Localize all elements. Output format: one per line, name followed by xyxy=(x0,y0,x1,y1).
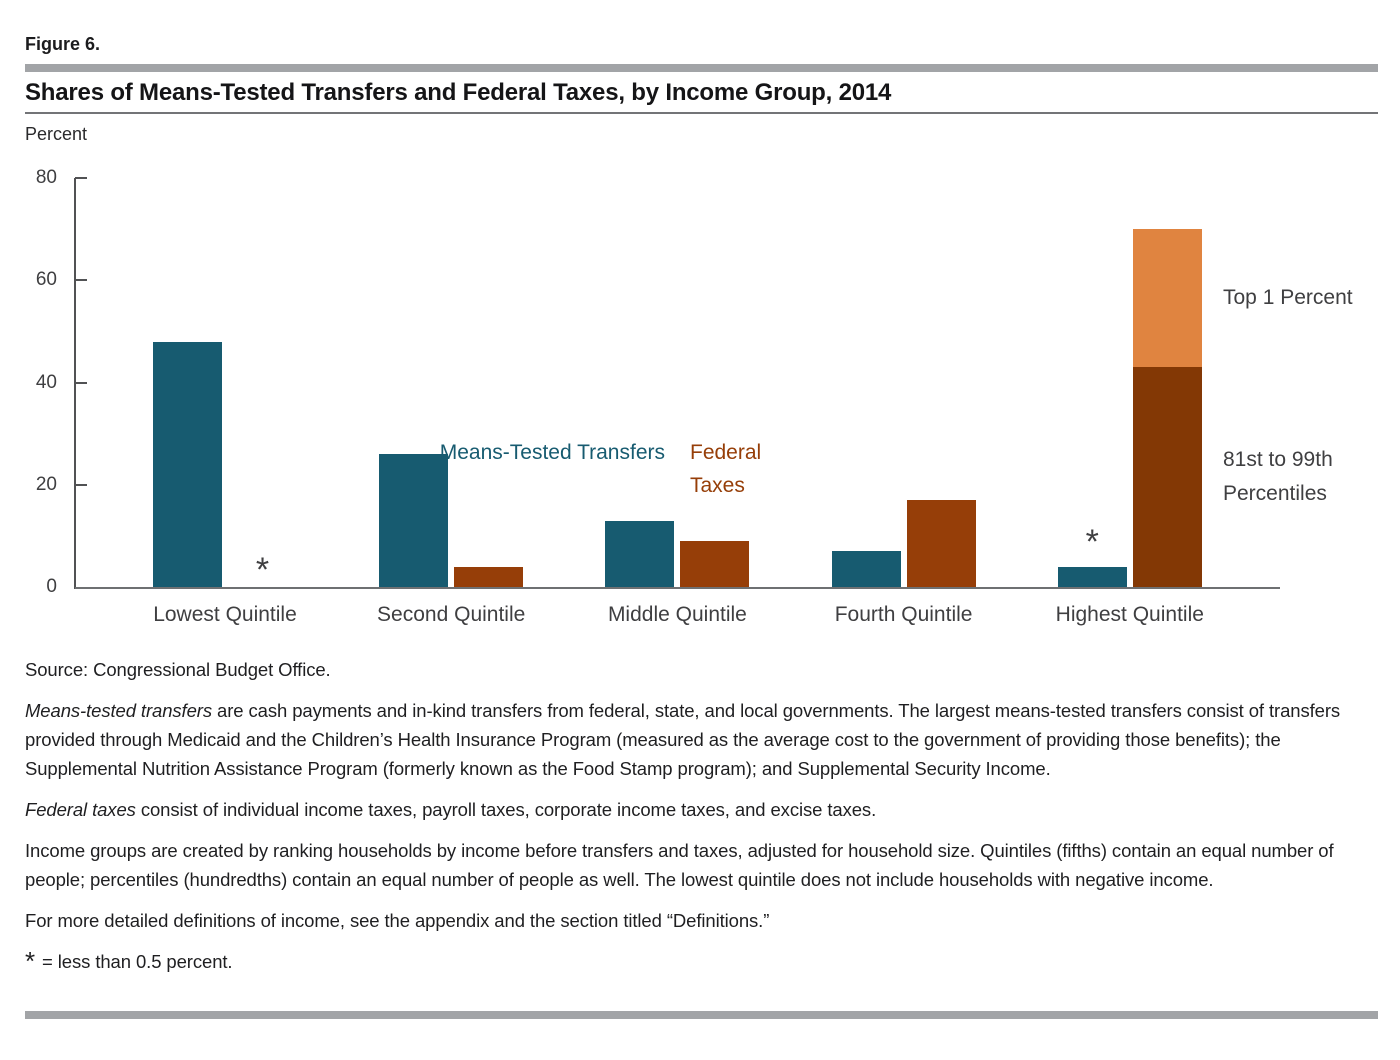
legend-federal-taxes: Federal Taxes xyxy=(690,441,762,497)
category-label-lowest-quintile: Lowest Quintile xyxy=(153,603,297,626)
note-income-groups: Income groups are created by ranking hou… xyxy=(25,840,1334,890)
figure-number-label: Figure 6. xyxy=(25,34,101,54)
title-underline-rule xyxy=(25,112,1378,114)
bar-federal-taxes xyxy=(680,541,750,587)
bar-federal-taxes-segment-81st-to-99th-percentiles xyxy=(1132,367,1202,587)
category-label-middle-quintile: Middle Quintile xyxy=(607,603,747,626)
annotation-top-1-percent: Top 1 Percent xyxy=(1223,286,1353,310)
y-axis-unit-label: Percent xyxy=(25,124,88,144)
note-means-tested-transfers: Means-tested transfers are cash payments… xyxy=(25,700,1341,779)
bar-means-tested-transfers xyxy=(379,454,449,587)
asterisk-note: * = less than 0.5 percent. xyxy=(25,946,233,976)
x-axis-baseline xyxy=(75,587,1280,589)
y-axis-tick-label: 20 xyxy=(35,473,57,495)
bar-federal-taxes xyxy=(454,566,524,587)
chart-plot-area: 0 20 40 60 80 * Lowest Quintile Second Quintile… xyxy=(36,167,1353,626)
source-note: Source: Congressional Budget Office. xyxy=(25,659,331,680)
header-rule xyxy=(25,64,1378,72)
y-axis-tick-mark xyxy=(75,177,87,179)
bar-federal-taxes-segment-top-1-percent xyxy=(1132,229,1202,368)
y-axis-tick-label: 60 xyxy=(35,269,57,291)
bar-federal-taxes xyxy=(906,500,976,587)
footer-rule xyxy=(25,1011,1378,1019)
y-axis-tick-mark xyxy=(75,279,87,282)
category-label-second-quintile: Second Quintile xyxy=(377,603,526,626)
bar-means-tested-transfers xyxy=(153,341,222,587)
category-label-highest-quintile: Highest Quintile xyxy=(1055,603,1204,626)
y-axis-tick-label: 0 xyxy=(46,576,57,597)
y-axis-tick-label: 40 xyxy=(35,371,57,393)
note-definitions: For more detailed definitions of income,… xyxy=(25,910,770,931)
y-axis-tick-label: 80 xyxy=(35,167,57,188)
y-axis-line xyxy=(74,178,76,589)
bar-means-tested-transfers xyxy=(605,520,675,587)
asterisk-symbol: * xyxy=(25,946,36,976)
legend-means-tested-transfers: Means-Tested Transfers xyxy=(439,441,665,464)
annotation-81st-to-99th-percentiles: 81st to 99th Percentiles xyxy=(1223,448,1333,506)
less-than-half-percent-asterisk: * xyxy=(255,551,270,589)
bar-chart: 0 20 40 60 80 * Lowest Quintile Second Quintile… xyxy=(36,167,1353,626)
less-than-half-percent-asterisk: * xyxy=(1085,522,1099,561)
bar-means-tested-transfers xyxy=(831,551,901,587)
y-axis-tick-mark xyxy=(75,381,87,384)
figure-title: Shares of Means-Tested Transfers and Fed… xyxy=(25,79,892,106)
figure-notes: Source: Congressional Budget Office. Mea… xyxy=(25,655,1377,988)
y-axis-tick-mark xyxy=(75,483,87,486)
category-label-fourth-quintile: Fourth Quintile xyxy=(834,603,973,626)
bar-means-tested-transfers xyxy=(1057,566,1127,587)
note-federal-taxes: Federal taxes consist of individual inco… xyxy=(25,799,877,820)
